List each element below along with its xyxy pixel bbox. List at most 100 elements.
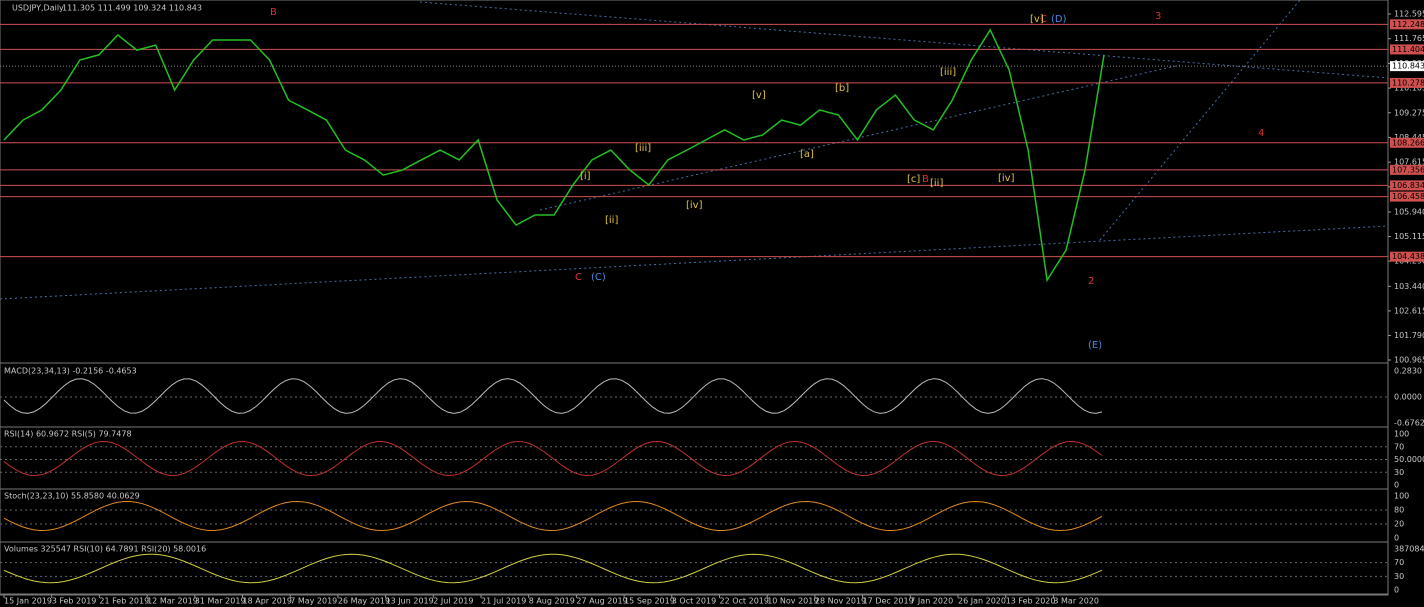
wave-label: 3 bbox=[1155, 11, 1161, 22]
wave-label: C bbox=[1040, 14, 1047, 25]
indicator-scale-label: 387084 bbox=[1394, 545, 1424, 554]
y-tick-label: 107.615 bbox=[1394, 158, 1424, 167]
x-tick-label: 27 Aug 2019 bbox=[576, 597, 627, 606]
y-tick-label: 102.615 bbox=[1394, 306, 1424, 315]
frame bbox=[0, 0, 1389, 596]
wave-label: [b] bbox=[835, 83, 849, 94]
wave-label: B bbox=[270, 7, 277, 18]
level-label: 110.278 bbox=[1392, 78, 1424, 87]
wave-label: [iv] bbox=[998, 173, 1015, 184]
x-tick-label: 21 Jul 2019 bbox=[481, 597, 526, 606]
level-box bbox=[1390, 251, 1424, 262]
indicator-line bbox=[3, 553, 1103, 584]
x-tick-label: 28 Nov 2019 bbox=[815, 597, 866, 606]
wave-label: 2 bbox=[1088, 276, 1094, 287]
level-label: 111.404 bbox=[1392, 45, 1424, 54]
indicator-scale-label: 0 bbox=[1394, 586, 1399, 595]
indicator-scale-label: 100 bbox=[1394, 430, 1409, 439]
trend-lines bbox=[0, 0, 1389, 300]
x-tick-label: 15 Sep 2019 bbox=[624, 597, 675, 606]
wave-label: [i] bbox=[580, 171, 591, 182]
x-tick-label: 17 Dec 2019 bbox=[863, 597, 914, 606]
x-tick-label: 15 Jan 2019 bbox=[4, 597, 52, 606]
wave-label: [iv] bbox=[686, 200, 703, 211]
x-tick-label: 8 Aug 2019 bbox=[529, 597, 575, 606]
level-label: 108.266 bbox=[1392, 138, 1424, 147]
wave-label: [ii] bbox=[605, 215, 618, 226]
indicator-scale-label: 30 bbox=[1394, 572, 1404, 581]
level-box bbox=[1390, 77, 1424, 88]
x-tick-label: 18 Apr 2019 bbox=[243, 597, 292, 606]
y-tick-label: 108.445 bbox=[1394, 133, 1424, 142]
wave-label: [iii] bbox=[940, 67, 956, 78]
x-tick-label: 3 Oct 2019 bbox=[672, 597, 716, 606]
indicator-title: RSI(14) 60.9672 RSI(5) 79.7478 bbox=[4, 430, 132, 439]
indicator-line bbox=[3, 500, 1103, 532]
x-tick-label: 31 Mar 2019 bbox=[195, 597, 246, 606]
indicator-scale-label: 80 bbox=[1394, 506, 1404, 515]
wave-label: 4 bbox=[1258, 128, 1264, 139]
y-tick-label: 101.790 bbox=[1394, 331, 1424, 340]
level-label: 106.458 bbox=[1392, 192, 1424, 201]
y-tick-label: 112.595 bbox=[1394, 10, 1424, 19]
y-tick-label: 109.275 bbox=[1394, 108, 1424, 117]
level-box bbox=[1390, 19, 1424, 30]
ohlc: 111.305 111.499 109.324 110.843 bbox=[62, 4, 202, 13]
chart-title: USDJPY,Daily bbox=[12, 4, 64, 13]
y-tick-label: 105.940 bbox=[1394, 207, 1424, 216]
current-label: 110.843 bbox=[1392, 62, 1424, 71]
x-tick-label: 13 Jun 2019 bbox=[386, 597, 434, 606]
wave-label: [v] bbox=[1030, 14, 1044, 25]
x-tick-label: 22 Oct 2019 bbox=[720, 597, 769, 606]
y-tick-label: 103.440 bbox=[1394, 282, 1424, 291]
x-tick-label: 7 Jan 2020 bbox=[910, 597, 953, 606]
indicator-scale-label: 20 bbox=[1394, 520, 1404, 529]
wave-label: [v] bbox=[752, 90, 766, 101]
indicator-scale-label: 30 bbox=[1394, 468, 1404, 477]
indicator-scale-label: 0.2830 bbox=[1394, 367, 1422, 376]
level-box bbox=[1390, 44, 1424, 55]
y-tick-label: 111.765 bbox=[1394, 34, 1424, 43]
indicator-scale-label: 70 bbox=[1394, 558, 1404, 567]
wave-label: (C) bbox=[591, 272, 606, 283]
level-label: 104.438 bbox=[1392, 252, 1424, 261]
x-tick-label: 26 Jan 2020 bbox=[958, 597, 1006, 606]
wave-label: (D) bbox=[1051, 14, 1067, 25]
indicator-title: Volumes 325547 RSI(10) 64.7891 RSI(20) 5… bbox=[4, 545, 206, 554]
indicator-scale-label: 0.0000 bbox=[1394, 393, 1422, 402]
price-line bbox=[3, 28, 1105, 283]
indicator-scale-label: 70 bbox=[1394, 442, 1404, 451]
indicator-scale-label: -0.6762 bbox=[1394, 419, 1424, 428]
y-tick-label: 100.965 bbox=[1394, 356, 1424, 365]
y-tick-label: 110.105 bbox=[1394, 84, 1424, 93]
wave-label: C bbox=[575, 272, 582, 283]
y-tick-label: 105.115 bbox=[1394, 232, 1424, 241]
indicator-scale-label: 0 bbox=[1394, 481, 1399, 490]
indicator-scale-label: 100 bbox=[1394, 492, 1409, 501]
wave-label: [a] bbox=[800, 149, 814, 160]
level-label: 106.834 bbox=[1392, 181, 1424, 190]
x-tick-label: 3 Mar 2020 bbox=[1053, 597, 1099, 606]
indicator-line bbox=[3, 378, 1103, 414]
x-tick-label: 21 Feb 2019 bbox=[99, 597, 149, 606]
x-tick-label: 3 Feb 2019 bbox=[52, 597, 97, 606]
wave-label: [iii] bbox=[635, 143, 651, 154]
x-tick-label: 7 May 2019 bbox=[290, 597, 337, 606]
wave-label: [c] bbox=[907, 174, 920, 185]
level-label: 112.248 bbox=[1392, 20, 1424, 29]
level-box bbox=[1390, 137, 1424, 148]
level-box bbox=[1390, 164, 1424, 175]
wave-label: B bbox=[922, 174, 929, 185]
indicator-title: MACD(23,34,13) -0.2156 -0.4653 bbox=[4, 367, 137, 376]
level-box bbox=[1390, 191, 1424, 202]
indicator-scale-label: 50.0000 bbox=[1394, 455, 1424, 464]
current-box bbox=[1390, 61, 1424, 72]
x-tick-label: 12 Mar 2019 bbox=[147, 597, 198, 606]
level-box bbox=[1390, 180, 1424, 191]
x-tick-label: 26 May 2019 bbox=[338, 597, 390, 606]
indicator-title: Stoch(23,23,10) 55.8580 40.0629 bbox=[4, 492, 140, 501]
x-tick-label: 2 Jul 2019 bbox=[433, 597, 473, 606]
indicator-line bbox=[3, 440, 1103, 477]
x-tick-label: 10 Nov 2019 bbox=[767, 597, 818, 606]
